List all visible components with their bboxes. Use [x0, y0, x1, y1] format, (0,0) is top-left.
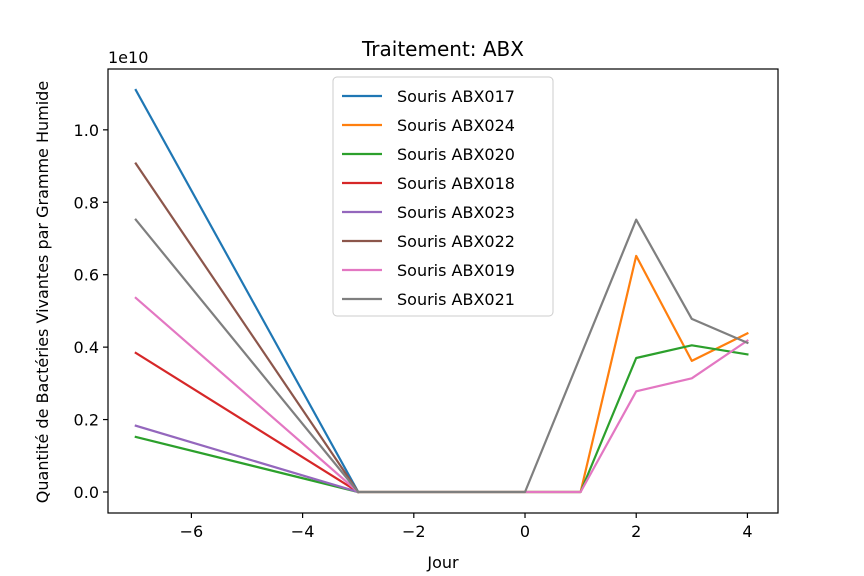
x-tick-label: −6: [180, 522, 204, 541]
series-line-8: [134, 218, 749, 494]
x-tick-label: −2: [402, 522, 426, 541]
y-axis-ticks: 0.0 0.2 0.4 0.6 0.8 1.0: [74, 121, 108, 502]
legend-entry-label: Souris ABX017: [397, 87, 515, 106]
series-line-4: [134, 351, 360, 494]
y-tick-label: 0.6: [74, 266, 99, 285]
legend-entry-label: Souris ABX020: [397, 145, 515, 164]
legend-entry-label: Souris ABX023: [397, 203, 515, 222]
y-tick-label: 0.4: [74, 338, 99, 357]
x-axis-ticks: −6 −4 −2 0 2 4: [180, 513, 753, 541]
legend-entry-label: Souris ABX019: [397, 261, 515, 280]
y-tick-label: 0.8: [74, 193, 99, 212]
chart-title: Traitement: ABX: [361, 37, 524, 61]
y-axis-offset-label: 1e10: [108, 48, 148, 67]
legend: Souris ABX017 Souris ABX024 Souris ABX020 S…: [332, 76, 554, 317]
x-tick-label: −4: [291, 522, 315, 541]
x-tick-label: 0: [520, 522, 530, 541]
legend-entry-label: Souris ABX018: [397, 174, 515, 193]
series-line-1: [134, 88, 360, 494]
legend-entry-label: Souris ABX021: [397, 290, 515, 309]
legend-box: [332, 76, 554, 317]
series-line-7: [134, 296, 749, 494]
y-tick-label: 1.0: [74, 121, 99, 140]
x-tick-label: 4: [742, 522, 752, 541]
x-tick-label: 2: [631, 522, 641, 541]
series-line-3: [134, 344, 749, 494]
plot-frame: [107, 68, 779, 514]
legend-entry-label: Souris ABX022: [397, 232, 515, 251]
series-line-5: [134, 424, 360, 494]
series-lines: [134, 88, 749, 494]
y-tick-label: 0.0: [74, 483, 99, 502]
legend-entry-label: Souris ABX024: [397, 116, 515, 135]
y-axis-label: Quantité de Bactéries Vivantes par Gramm…: [33, 81, 52, 503]
series-line-6: [134, 161, 360, 494]
y-tick-label: 0.2: [74, 411, 99, 430]
x-axis-label: Jour: [426, 553, 459, 572]
